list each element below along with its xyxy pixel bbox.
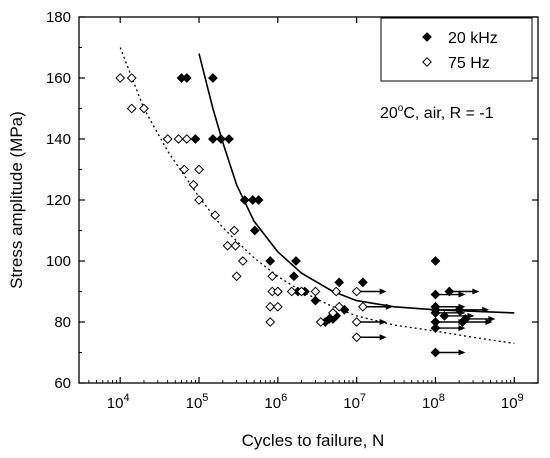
data-point-20khz-runout <box>460 314 471 324</box>
legend-box <box>380 17 533 82</box>
data-point-75hz <box>222 240 233 251</box>
data-point-75hz <box>115 73 126 83</box>
data-markers <box>115 73 496 358</box>
data-point-75hz <box>173 134 184 144</box>
data-point-20khz <box>207 134 218 144</box>
runout-arrow <box>469 315 496 322</box>
data-point-75hz <box>334 301 345 312</box>
data-point-20khz-runout <box>444 286 455 297</box>
data-point-20khz-runout <box>439 310 450 321</box>
legend: 20 kHz 75 Hz <box>380 17 533 82</box>
y-tick-label: 80 <box>54 314 71 331</box>
data-point-75hz <box>286 286 297 297</box>
data-point-20khz <box>190 134 201 144</box>
annotation-conditions: C, air, R = -1 <box>403 105 493 122</box>
x-tick-label: 108 <box>422 392 445 412</box>
data-point-20khz <box>207 73 218 83</box>
data-point-20khz <box>216 134 226 144</box>
data-point-20khz <box>291 256 301 266</box>
data-point-75hz <box>265 317 276 327</box>
data-point-20khz-runout <box>430 347 441 358</box>
data-point-75hz <box>272 286 283 297</box>
legend-label: 20 kHz <box>448 30 498 47</box>
data-point-75hz-runout <box>351 286 362 297</box>
data-point-75hz <box>188 179 199 190</box>
data-point-20khz <box>430 256 441 266</box>
data-point-20khz <box>249 225 260 236</box>
y-tick-label: 140 <box>46 131 71 148</box>
data-point-20khz-runout <box>430 307 441 318</box>
data-point-20khz <box>265 256 276 266</box>
legend-marker-0 <box>422 32 432 42</box>
data-point-75hz <box>179 164 190 175</box>
data-point-20khz <box>224 134 234 144</box>
data-point-75hz-runout <box>351 332 362 343</box>
data-point-20khz <box>310 295 321 306</box>
runout-arrow <box>439 325 466 332</box>
y-tick-label: 180 <box>46 9 71 26</box>
x-tick-label: 107 <box>343 392 366 412</box>
data-point-75hz <box>296 286 307 297</box>
runout-arrow <box>466 319 493 325</box>
annotation-temperature: 20 <box>380 105 398 122</box>
runout-arrow <box>366 303 393 310</box>
data-point-75hz <box>210 210 221 221</box>
x-tick-label: 104 <box>107 392 130 412</box>
y-tick-label: 100 <box>46 253 71 270</box>
data-point-75hz <box>162 134 173 144</box>
data-point-75hz <box>328 307 338 318</box>
runout-arrow <box>360 288 387 295</box>
data-point-75hz-runout <box>357 301 368 312</box>
data-point-75hz <box>265 301 276 312</box>
data-point-75hz <box>229 225 240 236</box>
y-tick-label: 120 <box>46 192 71 209</box>
y-tick-label: 160 <box>46 70 71 87</box>
data-point-75hz <box>126 103 137 114</box>
runout-arrow <box>360 319 387 325</box>
data-point-20khz <box>334 277 345 288</box>
data-point-75hz <box>230 240 241 251</box>
data-point-75hz <box>194 164 204 175</box>
data-point-75hz <box>272 301 283 312</box>
runout-arrow <box>439 349 466 356</box>
data-point-75hz <box>126 73 137 83</box>
data-point-75hz <box>237 256 248 266</box>
data-point-75hz <box>310 286 321 297</box>
data-point-20khz <box>253 195 264 205</box>
legend-label: 75 Hz <box>448 55 490 72</box>
x-axis-title: Cycles to failure, N <box>242 431 385 450</box>
legend-marker-1 <box>422 57 432 67</box>
runout-arrow <box>360 334 387 341</box>
data-point-75hz <box>331 286 342 297</box>
fit-line-solid <box>198 53 515 314</box>
data-point-20khz-runout <box>430 323 441 334</box>
data-point-20khz <box>289 271 299 282</box>
condition-annotation: 20oC, air, R = -1 <box>380 103 494 122</box>
data-point-75hz <box>267 271 278 282</box>
data-point-75hz <box>315 317 326 327</box>
y-axis-title: Stress amplitude (MPa) <box>7 111 26 289</box>
x-tick-label: 105 <box>186 392 209 412</box>
data-point-75hz <box>139 103 149 114</box>
data-point-20khz <box>181 73 192 83</box>
data-point-75hz <box>194 195 204 205</box>
x-tick-label: 106 <box>264 392 287 412</box>
y-tick-label: 60 <box>54 375 71 392</box>
data-point-20khz-runout <box>430 289 441 300</box>
x-tick-label: 109 <box>501 392 524 412</box>
runout-arrow <box>463 306 490 313</box>
data-point-20khz-runout <box>454 304 465 315</box>
data-point-75hz <box>181 134 192 144</box>
data-point-75hz-runout <box>351 317 362 327</box>
data-point-75hz <box>231 271 242 282</box>
annotation-degree: o <box>398 103 404 114</box>
axes: 60 80 100 120 140 160 180 104 105 106 107 108 109 <box>46 9 538 412</box>
data-point-20khz <box>239 195 250 205</box>
data-point-20khz <box>357 277 368 288</box>
runout-arrow <box>453 288 480 295</box>
fit-line-dotted <box>119 47 515 345</box>
